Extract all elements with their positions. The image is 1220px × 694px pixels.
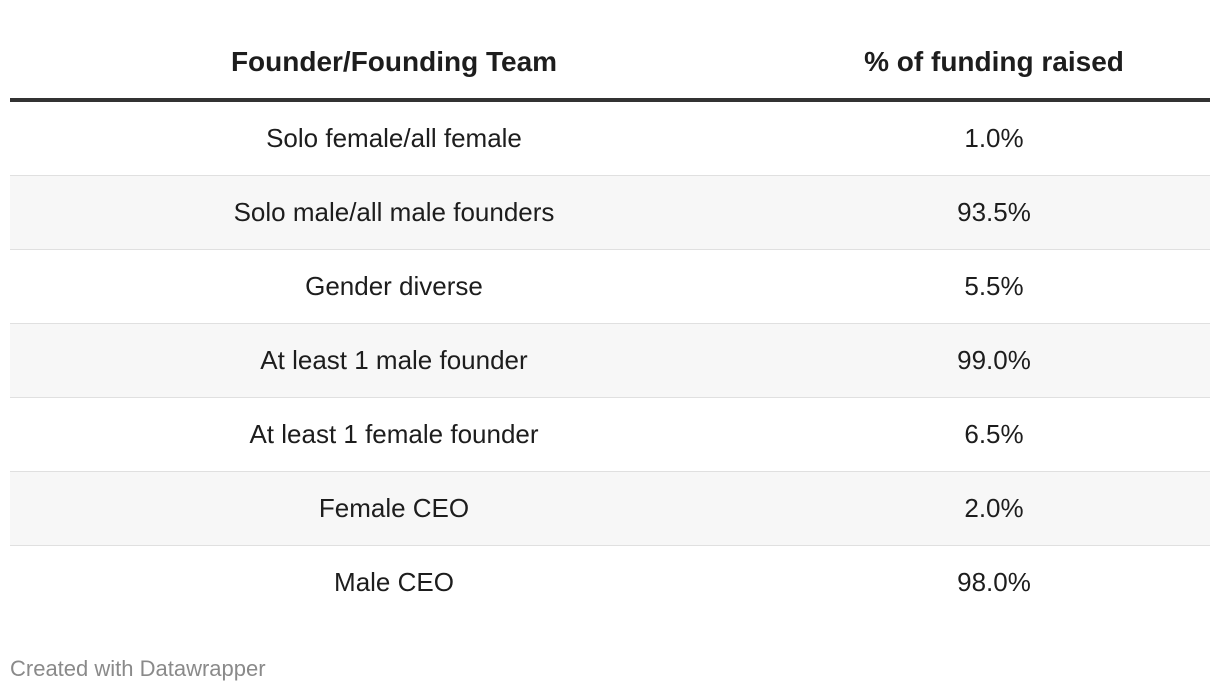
table-row: Solo male/all male founders 93.5%: [10, 175, 1210, 250]
cell-team: Gender diverse: [10, 249, 778, 324]
table-row: Female CEO 2.0%: [10, 471, 1210, 546]
cell-funding-pct: 93.5%: [778, 175, 1210, 250]
funding-table: Founder/Founding Team % of funding raise…: [10, 26, 1210, 619]
cell-team: At least 1 male founder: [10, 323, 778, 398]
table-row: At least 1 male founder 99.0%: [10, 323, 1210, 398]
column-header-team[interactable]: Founder/Founding Team: [10, 26, 778, 102]
funding-table-container: Founder/Founding Team % of funding raise…: [10, 26, 1210, 619]
table-row: Solo female/all female 1.0%: [10, 100, 1210, 176]
cell-team: At least 1 female founder: [10, 397, 778, 472]
header-row: Founder/Founding Team % of funding raise…: [10, 26, 1210, 102]
table-row: At least 1 female founder 6.5%: [10, 397, 1210, 472]
datawrapper-credit[interactable]: Created with Datawrapper: [10, 656, 266, 681]
table-row: Male CEO 98.0%: [10, 546, 1210, 620]
cell-team: Solo female/all female: [10, 100, 778, 176]
table-header: Founder/Founding Team % of funding raise…: [10, 26, 1210, 102]
cell-team: Female CEO: [10, 471, 778, 546]
table-row: Gender diverse 5.5%: [10, 249, 1210, 324]
cell-funding-pct: 2.0%: [778, 471, 1210, 546]
column-header-funding[interactable]: % of funding raised: [778, 26, 1210, 102]
cell-team: Male CEO: [334, 567, 454, 597]
cell-team: Solo male/all male founders: [10, 175, 778, 250]
cell-funding-pct: 99.0%: [778, 323, 1210, 398]
cell-funding-pct: 1.0%: [778, 100, 1210, 176]
cell-funding-pct: 98.0%: [957, 567, 1031, 597]
cell-funding-pct: 5.5%: [778, 249, 1210, 324]
table-body: Solo female/all female 1.0% Solo male/al…: [10, 100, 1210, 619]
cell-funding-pct: 6.5%: [778, 397, 1210, 472]
